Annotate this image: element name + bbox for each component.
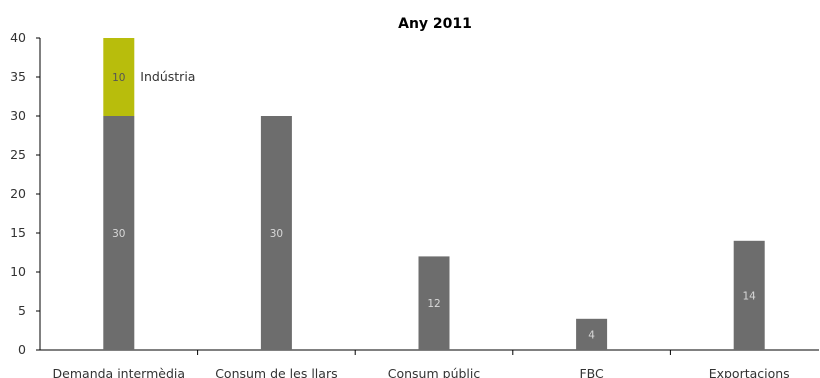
x-tick-label: FBC bbox=[579, 366, 604, 378]
y-tick-label: 35 bbox=[10, 69, 26, 84]
bar-segment bbox=[733, 240, 765, 350]
x-tick-label: Consum de les llars bbox=[215, 366, 337, 378]
bar-value-label: 4 bbox=[588, 329, 595, 341]
y-axis: 0 5 10 15 20 25 30 35 40 bbox=[10, 30, 41, 357]
y-tick-label: 40 bbox=[10, 30, 26, 45]
x-tick-label: Demanda intermèdia bbox=[53, 366, 185, 378]
bar-segment bbox=[103, 38, 135, 116]
bar-segment bbox=[418, 256, 450, 350]
chart-title: Any 2011 bbox=[398, 16, 472, 32]
y-tick-label: 25 bbox=[10, 147, 26, 162]
bar-value-label: 30 bbox=[112, 228, 125, 240]
bar-segment bbox=[576, 318, 608, 350]
bar-value-label: 12 bbox=[427, 298, 440, 310]
y-tick-label: 20 bbox=[10, 186, 26, 201]
y-tick-label: 30 bbox=[10, 108, 26, 123]
bar-value-label: 10 bbox=[112, 72, 125, 84]
x-tick-label: Exportacions bbox=[709, 366, 790, 378]
annotations: Indústria bbox=[140, 69, 195, 84]
bar-labels: 30 10 30 12 4 14 bbox=[112, 72, 756, 341]
bar-value-label: 30 bbox=[270, 228, 283, 240]
series-annotation: Indústria bbox=[140, 69, 195, 84]
bar-value-label: 14 bbox=[743, 290, 757, 302]
x-tick-label: Consum públic bbox=[388, 366, 481, 378]
bars bbox=[103, 38, 765, 350]
bar-segment bbox=[103, 116, 135, 350]
y-tick-label: 5 bbox=[18, 303, 26, 318]
y-tick-label: 0 bbox=[18, 342, 26, 357]
y-tick-label: 10 bbox=[10, 264, 26, 279]
bar-segment bbox=[260, 116, 292, 350]
y-tick-label: 15 bbox=[10, 225, 26, 240]
x-axis: Demanda intermèdia Consum de les llars Con… bbox=[40, 349, 819, 378]
